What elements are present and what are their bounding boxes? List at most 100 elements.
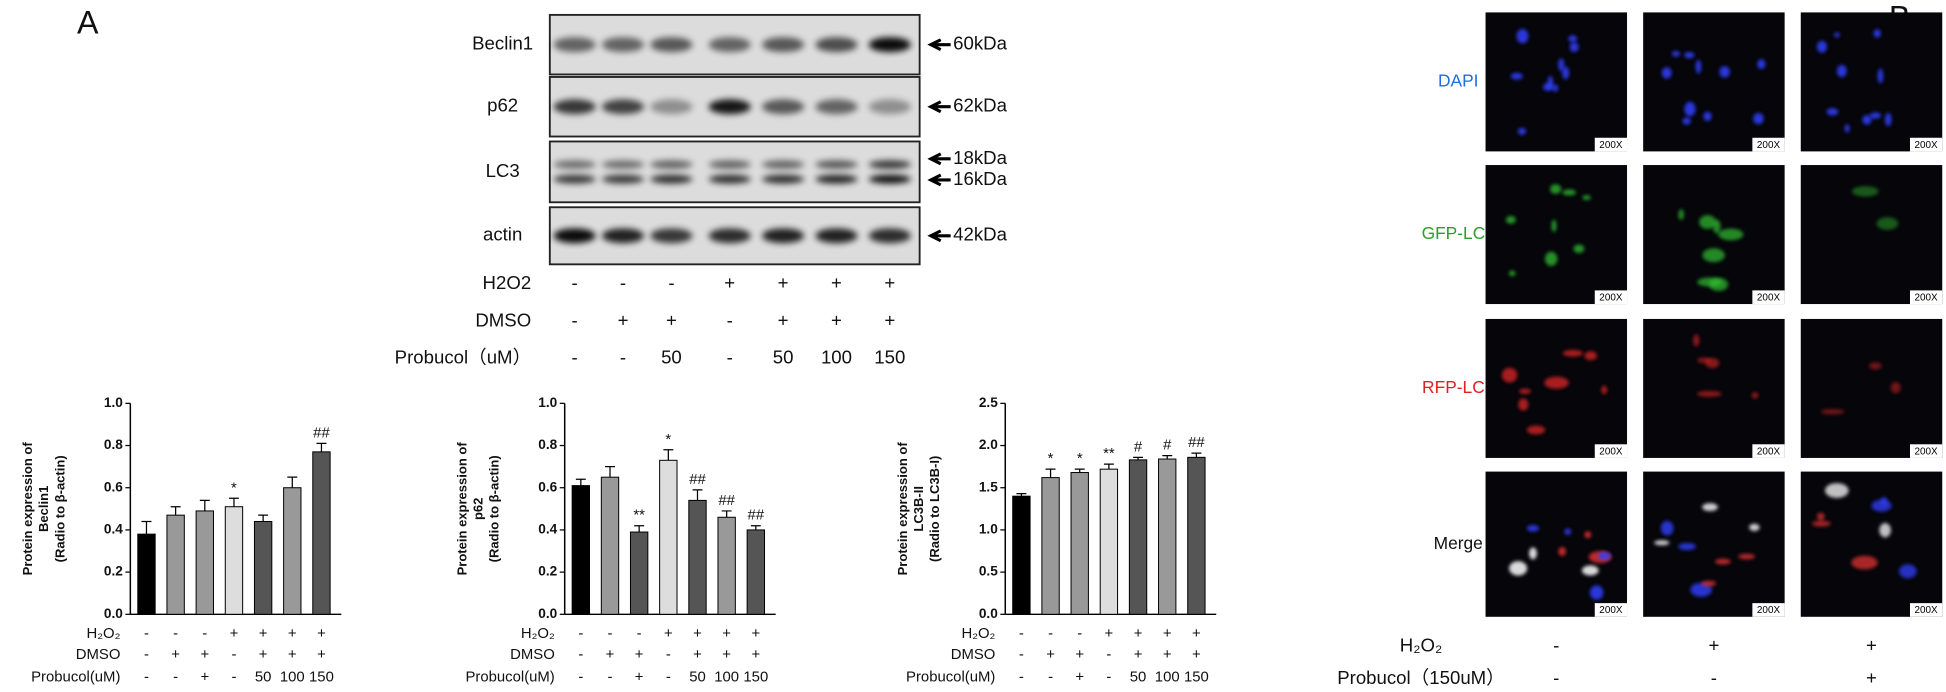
condition-value: 50 (255, 670, 272, 686)
condition-value: + (1163, 626, 1172, 642)
y-axis-label: LC3B-II (911, 486, 926, 532)
cell (1714, 558, 1731, 565)
scale-box (1752, 290, 1785, 305)
condition-value: - (144, 626, 149, 642)
condition-value: + (317, 647, 326, 663)
error-bar (605, 466, 615, 478)
cell (1826, 107, 1839, 116)
micrograph (1643, 318, 1785, 458)
cell (1678, 543, 1696, 551)
condition-label: Probucol（150uM） (1337, 667, 1505, 688)
cell (1505, 215, 1516, 224)
cell (1718, 228, 1744, 241)
blot-band (762, 174, 805, 184)
cell (1678, 209, 1685, 221)
magnification: 200X (1757, 292, 1781, 303)
condition-value: - (1106, 647, 1111, 663)
y-tick-label: 1.0 (538, 395, 557, 410)
condition-label: DMSO (951, 647, 996, 663)
condition-label: H₂O₂ (521, 626, 555, 642)
cell (1542, 83, 1553, 91)
cell (1562, 189, 1577, 196)
cell (1816, 512, 1825, 521)
row-label: Merge (1434, 533, 1483, 553)
cell (1508, 270, 1516, 277)
blot-band (708, 228, 751, 244)
condition-value: - (144, 670, 149, 686)
row-label: GFP-LC3 (1422, 223, 1495, 243)
cell (1568, 35, 1578, 43)
condition-value: 150 (309, 670, 334, 686)
y-tick-label: 0.0 (979, 606, 998, 621)
condition-value: - (231, 670, 236, 686)
bar (600, 476, 620, 615)
significance: ## (748, 508, 765, 524)
y-tick-label: 0.5 (979, 564, 998, 579)
condition-value: + (1075, 647, 1084, 663)
bar (195, 510, 214, 615)
condition-value: - (173, 626, 178, 642)
blot-band (650, 37, 693, 53)
blot-band (650, 174, 693, 184)
condition-value: - (1553, 667, 1559, 688)
scale-box (1594, 290, 1628, 305)
error-bar (663, 449, 674, 461)
condition-value: - (202, 626, 207, 642)
blot-label: LC3 (486, 160, 520, 181)
cell (1702, 248, 1725, 263)
condition-value: + (1134, 626, 1143, 642)
cell (1564, 528, 1572, 535)
kda-label: 16kDa (953, 168, 1007, 189)
cell (1884, 112, 1892, 127)
blot-band (868, 37, 911, 53)
cell (1873, 29, 1881, 38)
condition-value: 50 (773, 347, 794, 368)
condition-value: + (1134, 647, 1143, 663)
condition-value: - (578, 647, 583, 663)
condition-value: + (724, 272, 735, 293)
cell (1544, 376, 1569, 389)
bar (1070, 472, 1089, 615)
kda-label: 62kDa (953, 95, 1007, 116)
cell (1519, 388, 1532, 394)
y-axis-label: (Radio to β-actin) (52, 455, 67, 562)
arrow (927, 229, 951, 243)
cell (1890, 382, 1901, 394)
condition-label: H2O2 (483, 272, 532, 293)
cell (1719, 66, 1730, 78)
condition-value: + (1192, 626, 1201, 642)
scale-box (1594, 603, 1628, 617)
significance: ** (1103, 446, 1115, 462)
condition-label: H₂O₂ (961, 626, 995, 642)
bar (746, 529, 766, 615)
cell (1824, 483, 1849, 498)
error-bar (141, 520, 152, 535)
condition-value: - (1711, 667, 1717, 688)
error-bar (634, 525, 645, 533)
condition-value: 100 (1155, 670, 1180, 686)
condition-value: + (230, 626, 239, 642)
y-axis-label: p62 (471, 498, 486, 520)
condition-value: 50 (1130, 670, 1147, 686)
condition-value: - (1048, 670, 1053, 686)
micrograph (1800, 165, 1943, 305)
condition-value: + (1163, 647, 1172, 663)
blot-band (601, 37, 645, 53)
cell (1601, 385, 1608, 395)
condition-label: Probucol(uM) (906, 670, 995, 686)
condition-value: - (608, 626, 613, 642)
cell (1701, 580, 1717, 587)
bar (717, 516, 736, 615)
condition-value: + (171, 647, 180, 663)
cell (1660, 520, 1674, 536)
cell (1526, 525, 1540, 532)
cell (1517, 127, 1527, 135)
condition-value: - (572, 309, 578, 330)
condition-value: 50 (689, 670, 706, 686)
blot-label: p62 (487, 95, 518, 116)
cell (1581, 565, 1599, 576)
y-tick-label: 0.6 (104, 479, 123, 494)
blot-band (868, 160, 911, 169)
bar (1041, 477, 1060, 615)
